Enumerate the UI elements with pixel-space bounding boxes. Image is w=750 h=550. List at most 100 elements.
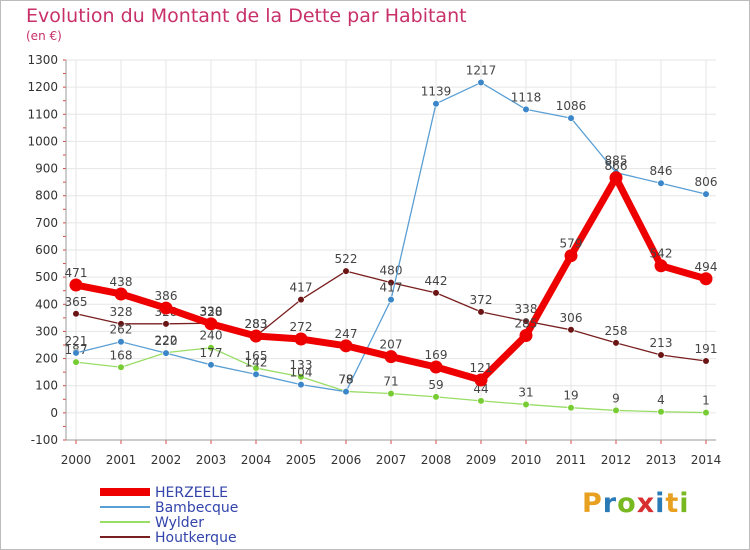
point-herzeele — [384, 350, 398, 364]
point-wylder — [117, 363, 125, 371]
point-bambecque — [117, 338, 125, 346]
point-houtkerque — [702, 357, 710, 365]
x-tick-label: 2011 — [556, 453, 587, 467]
proxiti-logo: Proxiti — [582, 488, 690, 519]
logo-letter: o — [617, 488, 637, 519]
x-tick-label: 2009 — [466, 453, 497, 467]
x-tick-label: 2004 — [241, 453, 272, 467]
data-label-bambecque: 78 — [338, 373, 353, 387]
point-bambecque — [207, 361, 215, 369]
data-label-bambecque: 417 — [380, 281, 403, 295]
point-herzeele — [204, 317, 218, 331]
data-label-bambecque: 885 — [605, 154, 628, 168]
point-houtkerque — [432, 289, 440, 297]
point-herzeele — [114, 287, 128, 301]
data-label-bambecque: 1217 — [466, 64, 497, 78]
x-tick-label: 2010 — [511, 453, 542, 467]
data-label-bambecque: 220 — [155, 334, 178, 348]
data-label-herzeele: 121 — [470, 361, 493, 375]
point-houtkerque — [612, 339, 620, 347]
point-wylder — [297, 373, 305, 381]
point-herzeele — [249, 329, 263, 343]
data-label-bambecque: 846 — [650, 164, 673, 178]
y-tick-label: 600 — [35, 243, 58, 257]
x-tick-label: 2005 — [286, 453, 317, 467]
data-label-herzeele: 494 — [695, 260, 718, 274]
y-tick-label: 100 — [35, 379, 58, 393]
legend-label-herzeele: HERZEELE — [155, 485, 228, 501]
data-label-houtkerque: 213 — [650, 336, 673, 350]
point-wylder — [72, 358, 80, 366]
point-bambecque — [702, 190, 710, 198]
data-label-houtkerque: 522 — [335, 252, 358, 266]
data-label-wylder: 133 — [290, 358, 313, 372]
point-herzeele — [69, 278, 83, 292]
point-herzeele — [519, 329, 533, 342]
x-tick-label: 2008 — [421, 453, 452, 467]
data-label-herzeele: 438 — [110, 275, 133, 289]
point-houtkerque — [162, 320, 170, 328]
logo-letter: i — [679, 488, 690, 519]
x-tick-label: 2007 — [376, 453, 407, 467]
point-houtkerque — [567, 326, 575, 334]
y-tick-label: 800 — [35, 189, 58, 203]
point-herzeele — [654, 259, 668, 273]
data-label-houtkerque: 258 — [605, 324, 628, 338]
data-label-herzeele: 386 — [155, 289, 178, 303]
point-wylder — [477, 397, 485, 405]
point-herzeele — [699, 272, 713, 286]
point-houtkerque — [72, 310, 80, 318]
y-tick-label: 400 — [35, 297, 58, 311]
data-label-herzeele: 169 — [425, 348, 448, 362]
point-wylder — [387, 389, 395, 398]
point-bambecque — [252, 370, 260, 378]
data-label-wylder: 4 — [657, 393, 665, 407]
point-houtkerque — [522, 317, 530, 325]
chart-subtitle: (en €) — [26, 29, 62, 43]
data-label-bambecque: 1139 — [421, 85, 452, 99]
point-bambecque — [477, 78, 485, 87]
point-wylder — [657, 408, 665, 416]
data-label-wylder: 222 — [155, 334, 178, 348]
point-houtkerque — [657, 351, 665, 359]
legend-label-houtkerque: Houtkerque — [155, 530, 237, 546]
data-label-herzeele: 247 — [335, 327, 358, 341]
data-label-houtkerque: 306 — [560, 311, 583, 325]
data-label-houtkerque: 365 — [65, 295, 88, 309]
data-label-houtkerque: 372 — [470, 293, 493, 307]
point-bambecque — [432, 100, 440, 108]
data-label-houtkerque: 283 — [245, 317, 268, 331]
data-label-herzeele: 285 — [515, 317, 538, 331]
point-houtkerque — [342, 267, 350, 275]
y-tick-label: -100 — [31, 433, 58, 447]
logo-letter: r — [602, 488, 618, 519]
data-label-houtkerque: 417 — [290, 281, 313, 295]
x-tick-label: 2012 — [601, 453, 632, 467]
point-houtkerque — [477, 308, 485, 316]
x-tick-label: 2006 — [331, 453, 362, 467]
y-tick-label: 1300 — [27, 53, 58, 67]
data-label-bambecque: 806 — [695, 175, 718, 189]
y-tick-label: 700 — [35, 216, 58, 230]
data-label-bambecque: 1086 — [556, 99, 587, 113]
data-label-herzeele: 283 — [245, 317, 268, 331]
point-bambecque — [567, 114, 575, 122]
point-houtkerque — [117, 320, 125, 328]
data-label-herzeele: 542 — [650, 247, 673, 261]
data-label-wylder: 9 — [612, 391, 620, 405]
point-bambecque — [72, 349, 80, 357]
x-tick-label: 2014 — [691, 453, 722, 467]
chart-title: Evolution du Montant de la Dette par Hab… — [26, 5, 467, 27]
point-houtkerque — [297, 296, 305, 304]
data-label-herzeele: 866 — [605, 159, 628, 173]
data-label-houtkerque: 328 — [110, 305, 133, 319]
point-bambecque — [297, 381, 305, 389]
logo-letter: P — [582, 488, 603, 519]
point-bambecque — [522, 105, 530, 113]
data-label-wylder: 168 — [110, 348, 133, 362]
data-label-houtkerque: 330 — [200, 304, 223, 318]
y-tick-label: 0 — [50, 406, 58, 420]
point-wylder — [567, 404, 575, 412]
data-label-herzeele: 579 — [560, 237, 583, 251]
